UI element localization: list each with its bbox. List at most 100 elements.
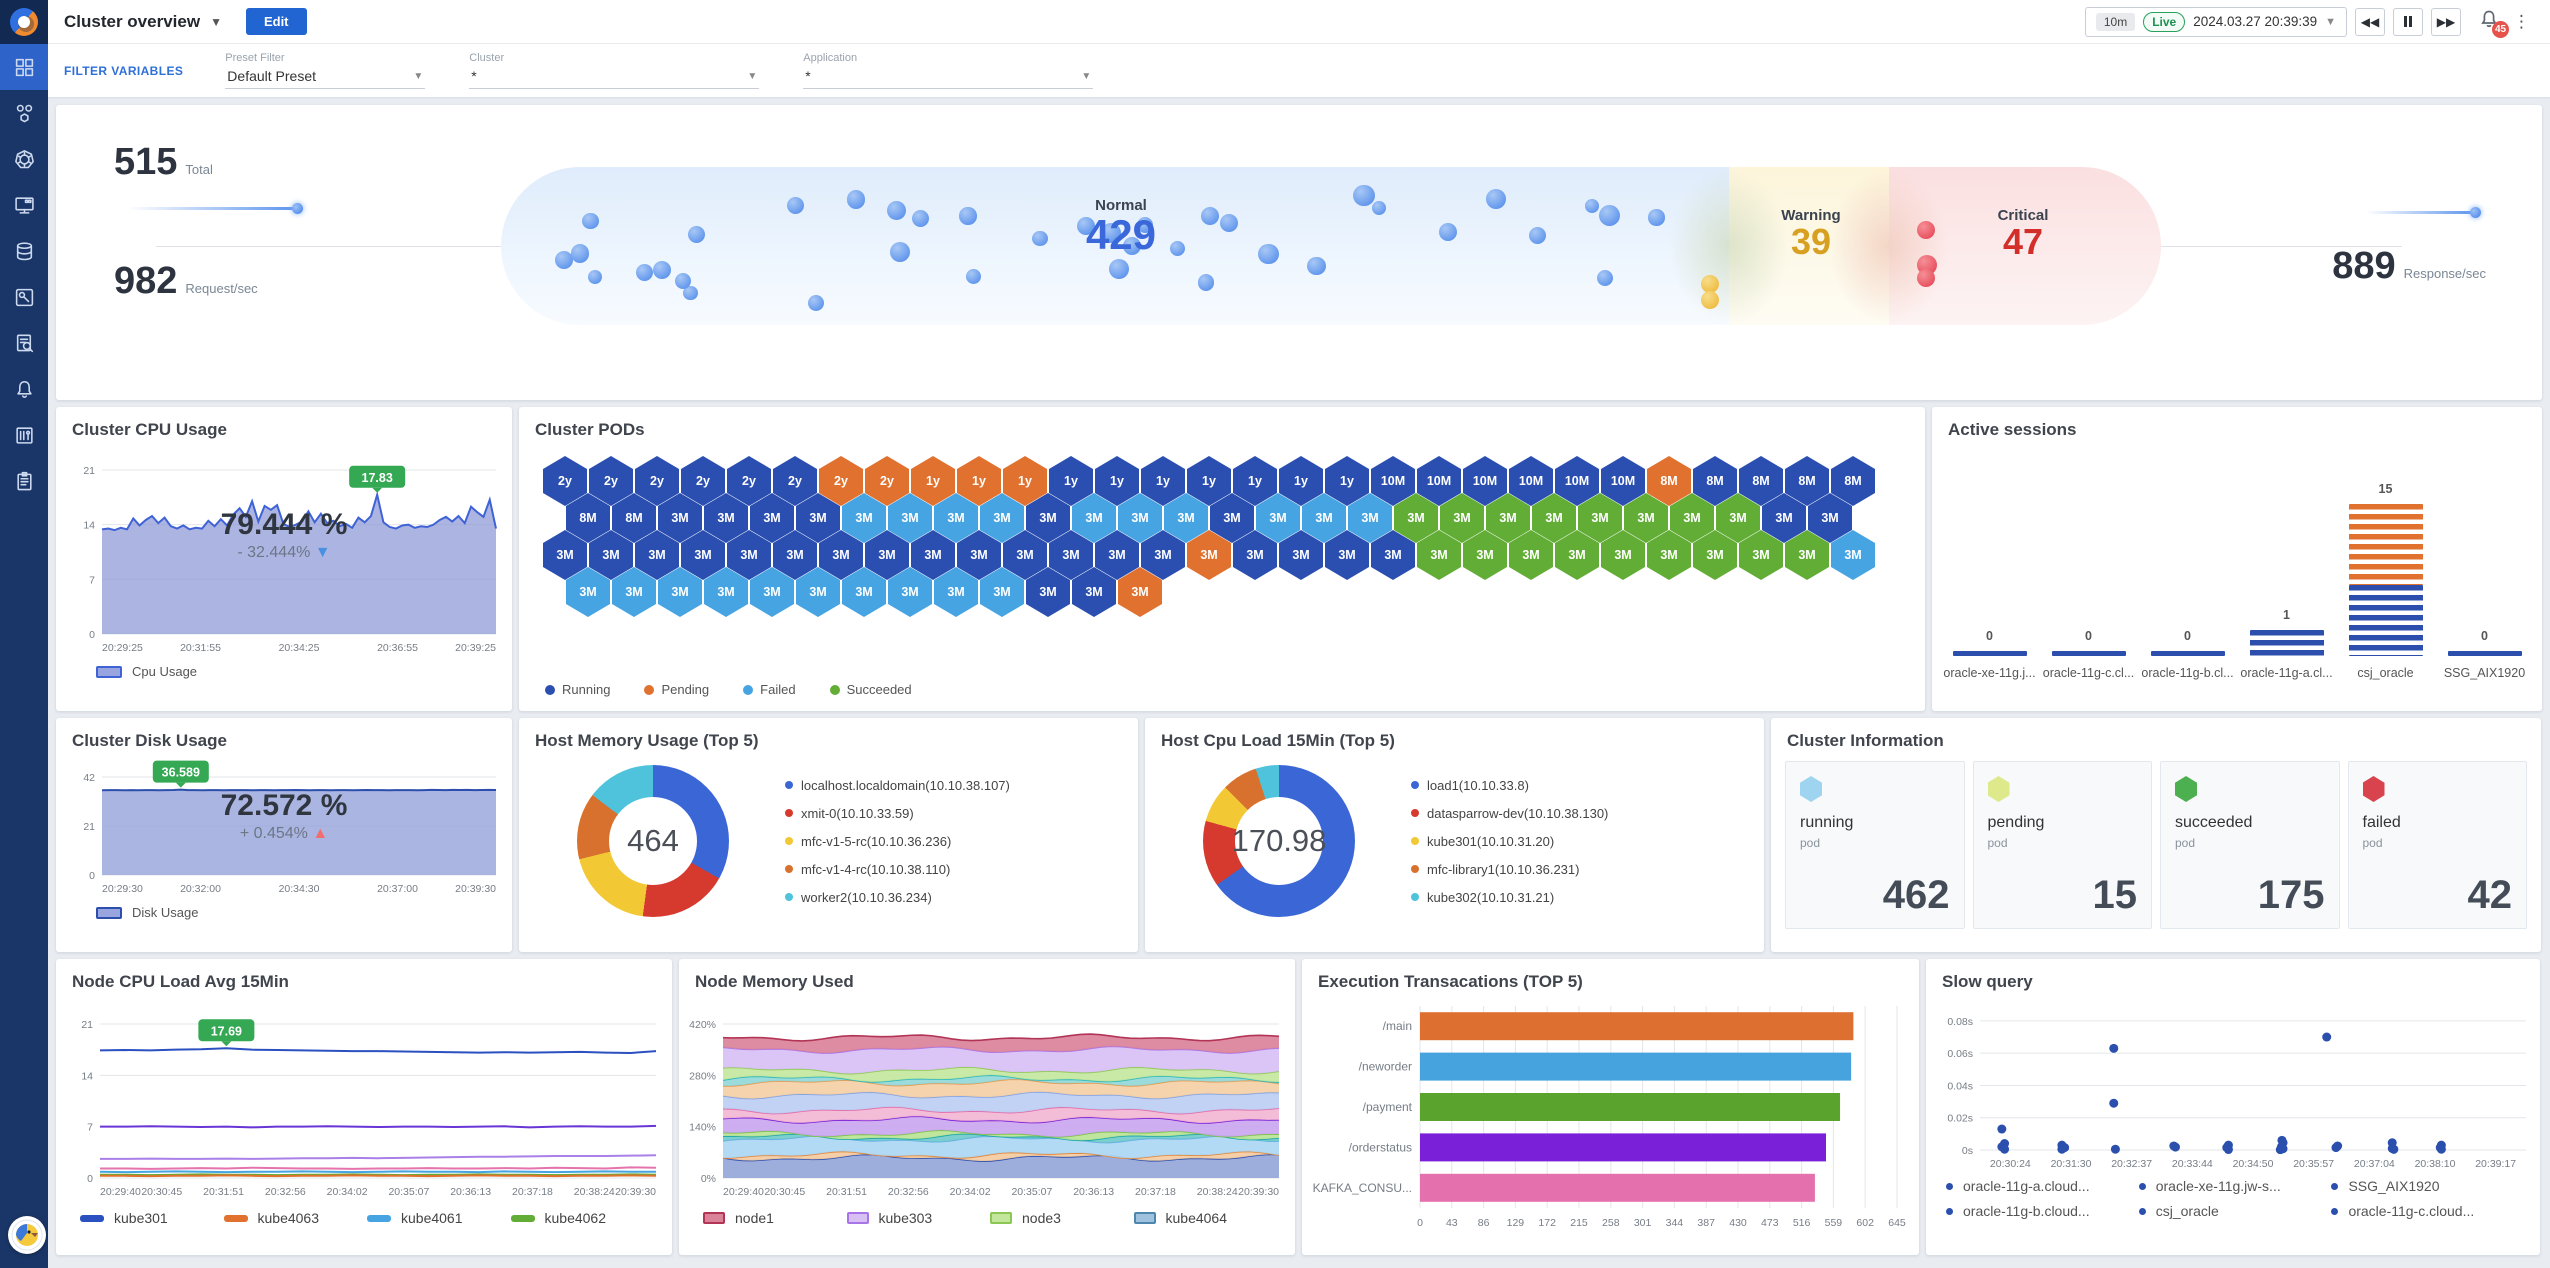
- filter-field-select[interactable]: Default Preset ▼: [225, 66, 426, 89]
- status-bubble[interactable]: [808, 295, 825, 312]
- sidebar-item-kubernetes[interactable]: [0, 136, 48, 182]
- sidebar-item-topology[interactable]: [0, 90, 48, 136]
- status-bubble[interactable]: [1123, 237, 1141, 255]
- sidebar-item-reports[interactable]: [0, 412, 48, 458]
- status-bubble[interactable]: [1109, 259, 1129, 279]
- status-bubble[interactable]: [1201, 207, 1219, 225]
- status-bubble[interactable]: [1307, 256, 1326, 275]
- status-bubble[interactable]: [911, 209, 929, 228]
- legend-item[interactable]: worker2(10.10.36.234): [785, 890, 1010, 905]
- legend-item[interactable]: kube4063: [223, 1210, 368, 1226]
- sidebar-item-infrastructure[interactable]: [0, 182, 48, 228]
- legend-item[interactable]: localhost.localdomain(10.10.38.107): [785, 778, 1010, 793]
- legend-item-running[interactable]: Running: [545, 682, 610, 697]
- status-bubble[interactable]: [1353, 184, 1375, 206]
- legend-item[interactable]: oracle-xe-11g.jw-s...: [2138, 1178, 2332, 1194]
- status-bubble[interactable]: [1917, 269, 1935, 287]
- legend-item[interactable]: mfc-library1(10.10.36.231): [1411, 862, 1608, 877]
- whatap-logo[interactable]: [0, 0, 48, 44]
- session-bar[interactable]: [1952, 651, 2027, 656]
- assistant-mascot-button[interactable]: [8, 1216, 46, 1254]
- session-bar[interactable]: [2150, 651, 2225, 656]
- pause-button[interactable]: [2393, 7, 2423, 36]
- legend-item[interactable]: kube301: [80, 1210, 224, 1226]
- status-bubble[interactable]: [959, 207, 977, 225]
- session-bar[interactable]: [2051, 651, 2126, 656]
- legend-item[interactable]: kube303: [846, 1210, 991, 1226]
- time-range-control[interactable]: 10m Live 2024.03.27 20:39:39 ▼: [2084, 6, 2347, 37]
- legend-item[interactable]: mfc-v1-4-rc(10.10.38.110): [785, 862, 1010, 877]
- legend-item[interactable]: node1: [703, 1210, 847, 1226]
- status-bubble[interactable]: [1439, 223, 1457, 241]
- status-bubble[interactable]: [1584, 199, 1599, 214]
- status-bubble[interactable]: [966, 269, 982, 285]
- legend-item[interactable]: kube4064: [1133, 1210, 1278, 1226]
- cpu-legend[interactable]: Cpu Usage: [56, 660, 512, 689]
- sidebar-item-database[interactable]: [0, 228, 48, 274]
- status-bubble[interactable]: [1137, 217, 1153, 233]
- legend-item[interactable]: SSG_AIX1920: [2331, 1178, 2524, 1194]
- status-bubble[interactable]: [635, 264, 653, 282]
- filter-field-select[interactable]: * ▼: [803, 66, 1094, 89]
- status-bubble[interactable]: [675, 273, 691, 289]
- sidebar-item-documents[interactable]: [0, 458, 48, 504]
- legend-item-succeeded[interactable]: Succeeded: [829, 682, 912, 697]
- forward-button[interactable]: ▶▶: [2431, 7, 2461, 36]
- legend-item[interactable]: load1(10.10.33.8): [1411, 778, 1608, 793]
- chevron-down-icon[interactable]: ▼: [2325, 15, 2336, 28]
- status-bubble[interactable]: [1372, 201, 1387, 216]
- status-bubble[interactable]: [688, 225, 706, 243]
- status-bubble[interactable]: [1169, 241, 1185, 257]
- sidebar-item-alerts[interactable]: [0, 366, 48, 412]
- status-bubble[interactable]: [1528, 226, 1547, 245]
- rewind-button[interactable]: ◀◀: [2355, 7, 2385, 36]
- status-bubble[interactable]: [1598, 205, 1620, 227]
- status-bubble[interactable]: [1701, 291, 1719, 309]
- session-bar-orange[interactable]: [2348, 504, 2423, 585]
- legend-item[interactable]: xmit-0(10.10.33.59): [785, 806, 1010, 821]
- notification-bell-icon[interactable]: 45: [2479, 9, 2509, 38]
- status-bubble[interactable]: [1648, 209, 1665, 226]
- legend-item[interactable]: csj_oracle: [2138, 1203, 2332, 1219]
- session-bar[interactable]: [2249, 630, 2324, 656]
- filter-field-select[interactable]: * ▼: [469, 66, 760, 89]
- sidebar-item-tools[interactable]: [0, 274, 48, 320]
- edit-button[interactable]: Edit: [245, 8, 307, 35]
- status-bubble[interactable]: [1917, 221, 1935, 239]
- legend-item[interactable]: kube302(10.10.31.21): [1411, 890, 1608, 905]
- status-bubble[interactable]: [1485, 189, 1506, 210]
- status-bubble[interactable]: [1032, 230, 1048, 246]
- sidebar-item-dashboard[interactable]: [0, 44, 48, 90]
- legend-item[interactable]: kube4062: [510, 1210, 655, 1226]
- chevron-down-icon[interactable]: ▼: [210, 14, 222, 29]
- legend-item[interactable]: oracle-11g-a.cloud...: [1946, 1178, 2139, 1194]
- legend-item[interactable]: datasparrow-dev(10.10.38.130): [1411, 806, 1608, 821]
- status-bubble[interactable]: [570, 244, 590, 263]
- status-bubble[interactable]: [786, 196, 805, 214]
- legend-item-failed[interactable]: Failed: [743, 682, 796, 697]
- status-bubble[interactable]: [887, 201, 907, 220]
- status-bubble[interactable]: [1101, 223, 1121, 243]
- legend-item[interactable]: node3: [990, 1210, 1134, 1226]
- legend-item-pending[interactable]: Pending: [644, 682, 709, 697]
- disk-legend[interactable]: Disk Usage: [56, 901, 512, 930]
- legend-item[interactable]: oracle-11g-b.cloud...: [1946, 1203, 2139, 1219]
- status-bubble[interactable]: [1596, 269, 1613, 286]
- status-bubble[interactable]: [846, 189, 866, 209]
- status-bubble[interactable]: [653, 261, 671, 279]
- status-bubble[interactable]: [1077, 216, 1096, 235]
- status-bubble[interactable]: [683, 285, 698, 301]
- status-bubble[interactable]: [587, 270, 602, 285]
- status-bubble[interactable]: [1220, 214, 1239, 233]
- legend-item[interactable]: mfc-v1-5-rc(10.10.36.236): [785, 834, 1010, 849]
- legend-item[interactable]: kube301(10.10.31.20): [1411, 834, 1608, 849]
- status-bubble[interactable]: [889, 241, 910, 262]
- session-bar-blue[interactable]: [2348, 585, 2423, 656]
- status-bubble[interactable]: [1701, 275, 1719, 293]
- status-bubble[interactable]: [582, 213, 599, 230]
- status-bubble[interactable]: [1258, 243, 1279, 265]
- time-window-chip[interactable]: 10m: [2095, 12, 2136, 31]
- live-badge[interactable]: Live: [2143, 11, 2186, 32]
- status-bubble[interactable]: [554, 251, 573, 270]
- sidebar-item-log-search[interactable]: [0, 320, 48, 366]
